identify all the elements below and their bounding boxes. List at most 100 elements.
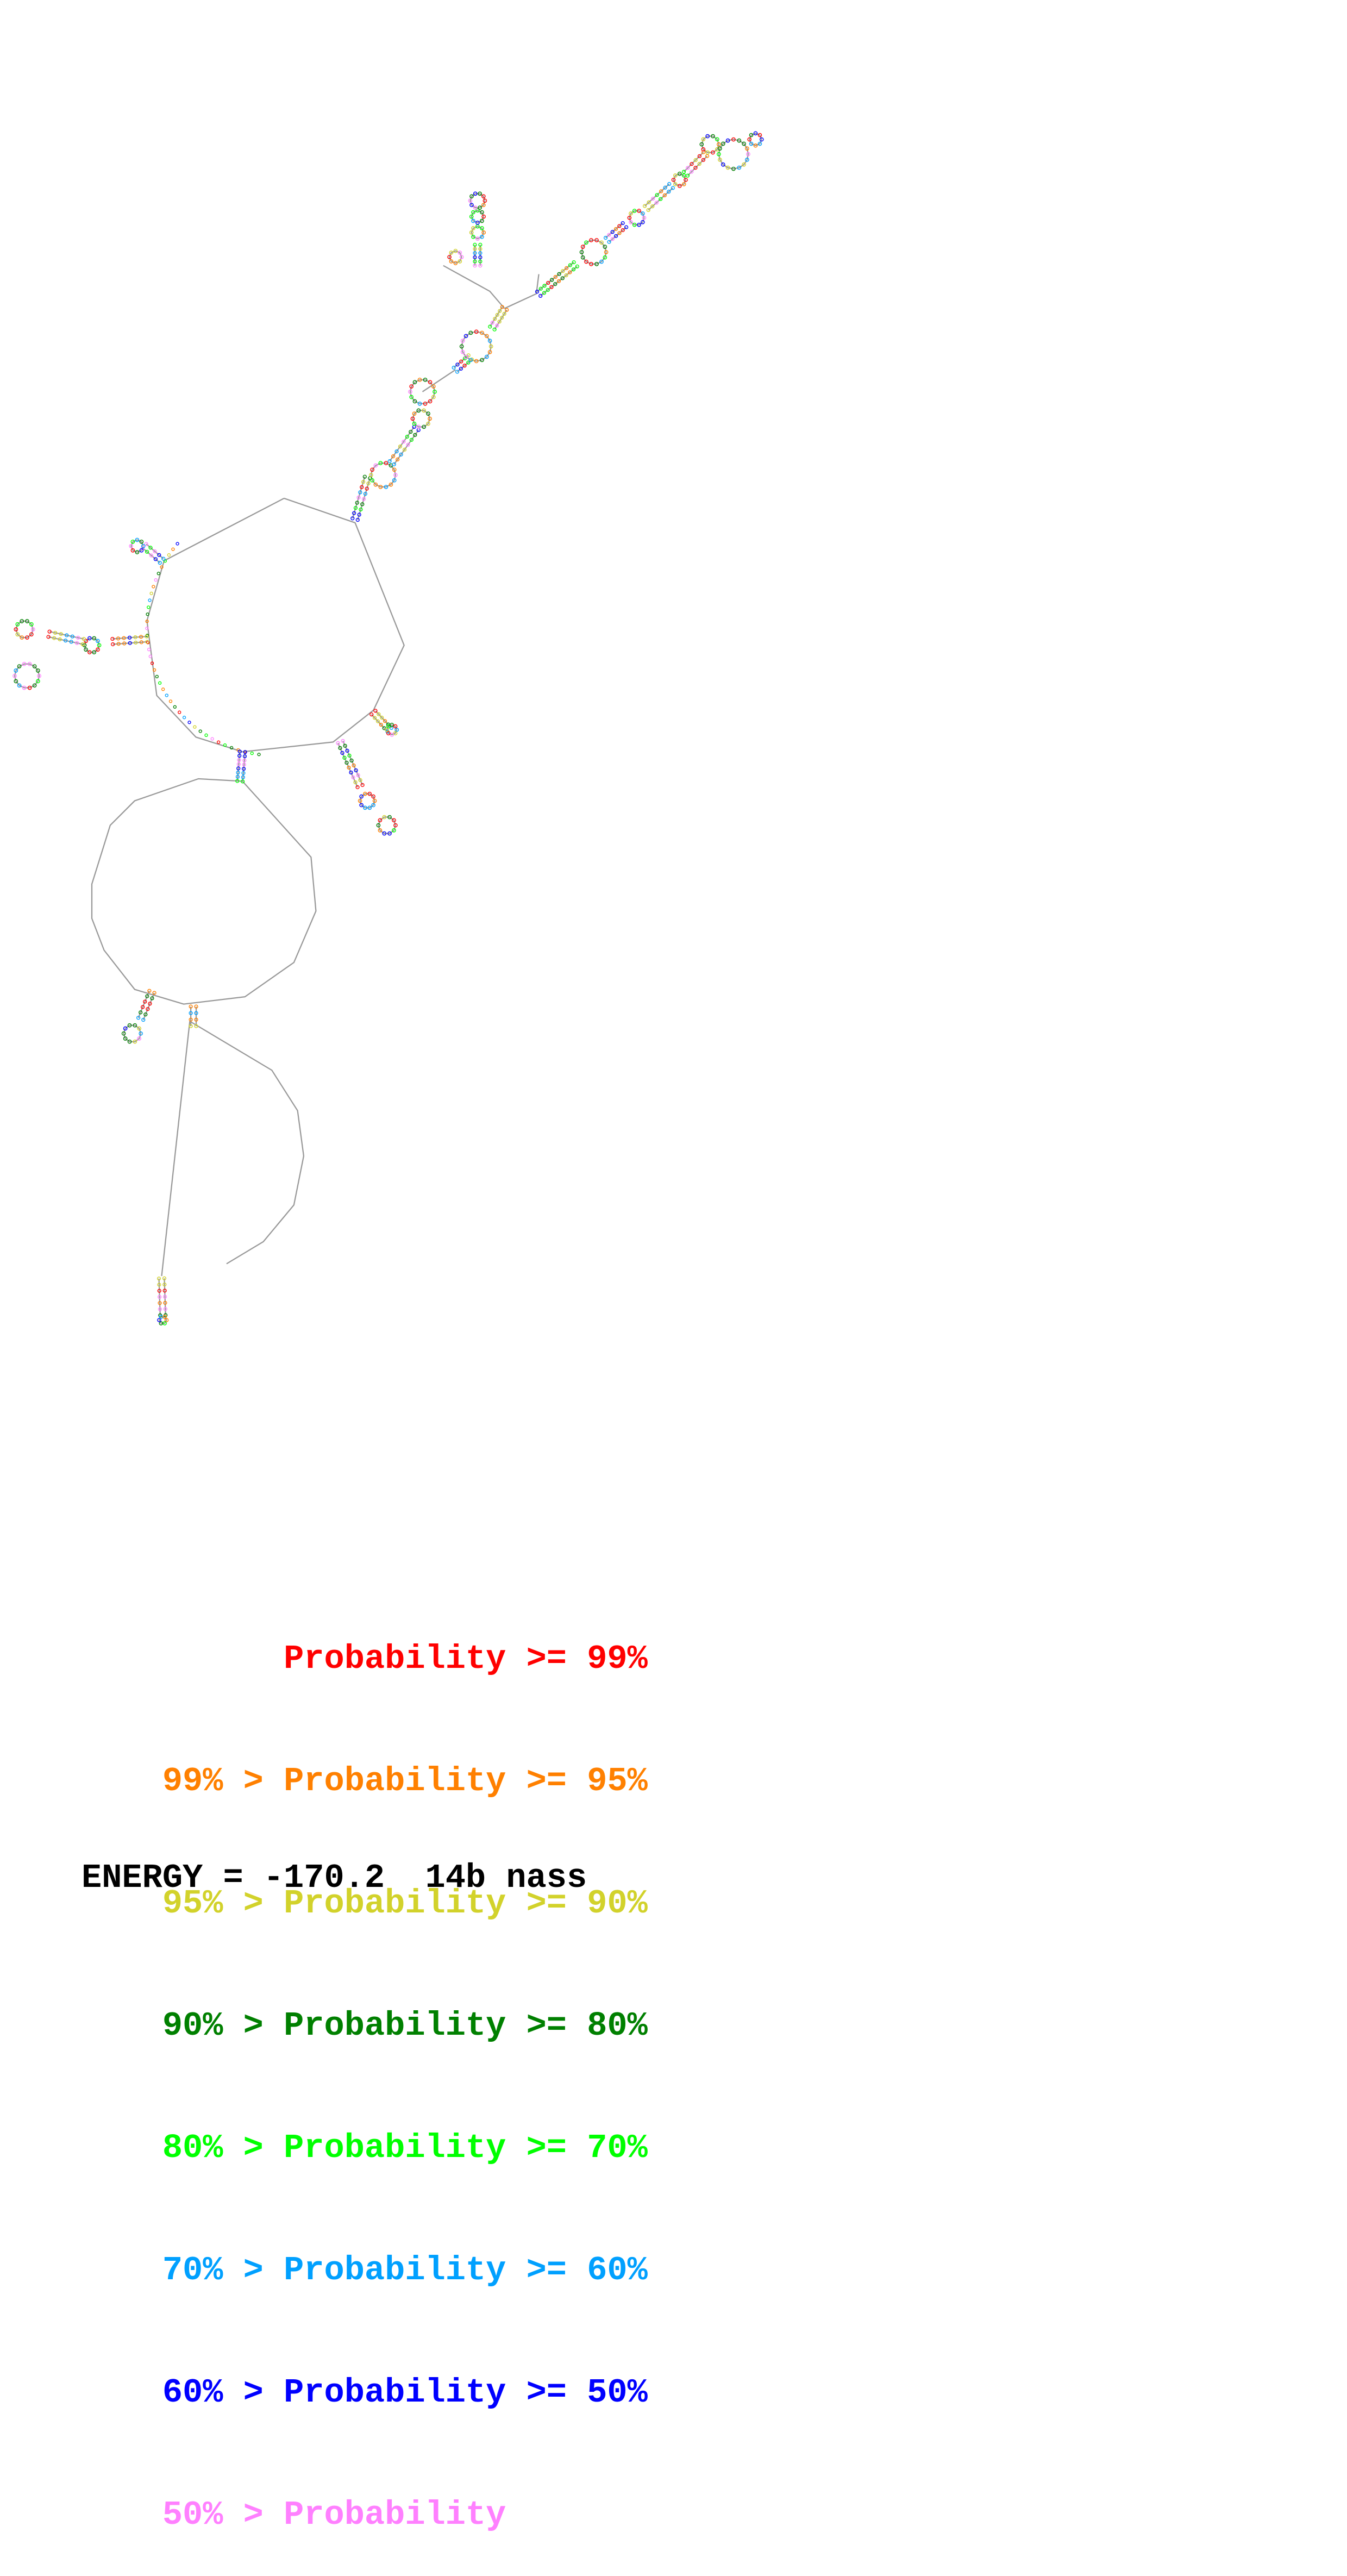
nucleotide: [59, 632, 63, 636]
nucleotide: [373, 463, 378, 468]
nucleotide: [701, 137, 706, 142]
nucleotide: [500, 305, 504, 309]
nucleotide: [386, 724, 391, 729]
nucleotide: [160, 565, 164, 569]
nucleotide: [662, 193, 667, 198]
nucleotide: [144, 542, 148, 546]
nucleotide: [571, 267, 576, 272]
nucleotide: [194, 1017, 198, 1022]
nucleotide: [171, 547, 175, 551]
backbone-segment: [389, 426, 415, 462]
nucleotide: [495, 312, 499, 317]
nucleotide: [182, 716, 186, 720]
nucleotide: [392, 467, 397, 472]
nucleotide: [607, 240, 611, 244]
nucleotide: [97, 643, 102, 648]
nucleotide: [474, 359, 479, 364]
nucleotide: [466, 360, 471, 365]
nucleotide: [487, 339, 492, 343]
nucleotide: [468, 198, 473, 203]
nucleotide: [362, 474, 367, 479]
nucleotide: [428, 380, 433, 385]
nucleotide: [449, 259, 454, 264]
nucleotide: [433, 389, 437, 394]
nucleotide: [145, 627, 149, 630]
nucleotide: [139, 640, 143, 645]
nucleotide: [141, 543, 146, 548]
nucleotide: [36, 679, 40, 684]
nucleotide: [47, 629, 52, 634]
nucleotide: [164, 1318, 169, 1322]
nucleotide: [478, 251, 483, 255]
nucleotide: [173, 705, 177, 709]
nucleotide: [667, 182, 672, 186]
nucleotide: [210, 737, 214, 741]
backbone-segment: [189, 1021, 305, 1265]
nucleotide: [495, 323, 499, 328]
nucleotide: [143, 999, 147, 1004]
backbone-segment: [158, 1316, 167, 1324]
nucleotide: [387, 831, 392, 836]
nucleotide: [642, 215, 647, 220]
nucleotide: [29, 622, 34, 627]
nucleotide: [469, 214, 474, 219]
nucleotide: [194, 1004, 198, 1009]
backbone-segment: [15, 620, 34, 639]
nucleotide: [147, 989, 152, 993]
nucleotide: [484, 354, 489, 359]
nucleotide: [561, 269, 565, 273]
nucleotide: [152, 991, 156, 995]
nucleotide: [147, 605, 151, 609]
nucleotide: [560, 276, 565, 280]
nucleotide: [422, 408, 426, 413]
nucleotide: [52, 636, 57, 640]
nucleotide: [349, 758, 354, 763]
nucleotide: [358, 490, 362, 495]
nucleotide: [347, 753, 352, 758]
nucleotide: [387, 815, 392, 820]
nucleotide: [584, 240, 588, 245]
nucleotide: [371, 803, 375, 808]
nucleotide: [141, 1017, 146, 1022]
nucleotide: [75, 641, 79, 645]
legend-row-50-60: 60% > Probability >= 50%: [82, 2331, 648, 2412]
nucleotide: [481, 203, 486, 208]
nucleotide: [242, 754, 247, 759]
nucleotide: [468, 330, 473, 335]
nucleotide: [32, 664, 37, 668]
nucleotide: [647, 200, 651, 204]
legend-row-lt-50: 50% > Probability: [82, 2454, 648, 2534]
nucleotide: [158, 681, 162, 685]
nucleotide: [363, 791, 367, 796]
nucleotide: [753, 143, 758, 148]
nucleotide: [685, 173, 690, 178]
nucleotide: [742, 162, 746, 167]
nucleotide: [27, 661, 32, 666]
nucleotide: [392, 818, 396, 823]
nucleotide: [399, 452, 403, 457]
nucleotide: [642, 204, 647, 208]
nucleotide: [130, 548, 135, 553]
nucleotide: [350, 516, 355, 521]
nucleotide: [538, 286, 543, 291]
nucleotide: [483, 198, 487, 203]
nucleotide: [473, 251, 477, 255]
backbone-segment: [112, 635, 147, 640]
nucleotide: [459, 366, 463, 371]
nucleotide: [599, 259, 604, 264]
nucleotide: [613, 227, 618, 231]
nucleotide: [46, 635, 51, 639]
nucleotide: [369, 473, 373, 477]
nucleotide: [603, 255, 607, 260]
nucleotide: [156, 572, 160, 576]
nucleotide: [731, 166, 736, 171]
nucleotide: [617, 224, 622, 228]
nucleotide: [148, 1002, 152, 1006]
nucleotide: [157, 1318, 161, 1322]
nucleotide: [377, 712, 381, 716]
nucleotide: [409, 395, 414, 399]
nucleotide: [87, 636, 92, 641]
nucleotide: [20, 619, 24, 623]
nucleotide: [369, 712, 374, 717]
nucleotide: [136, 1016, 141, 1020]
